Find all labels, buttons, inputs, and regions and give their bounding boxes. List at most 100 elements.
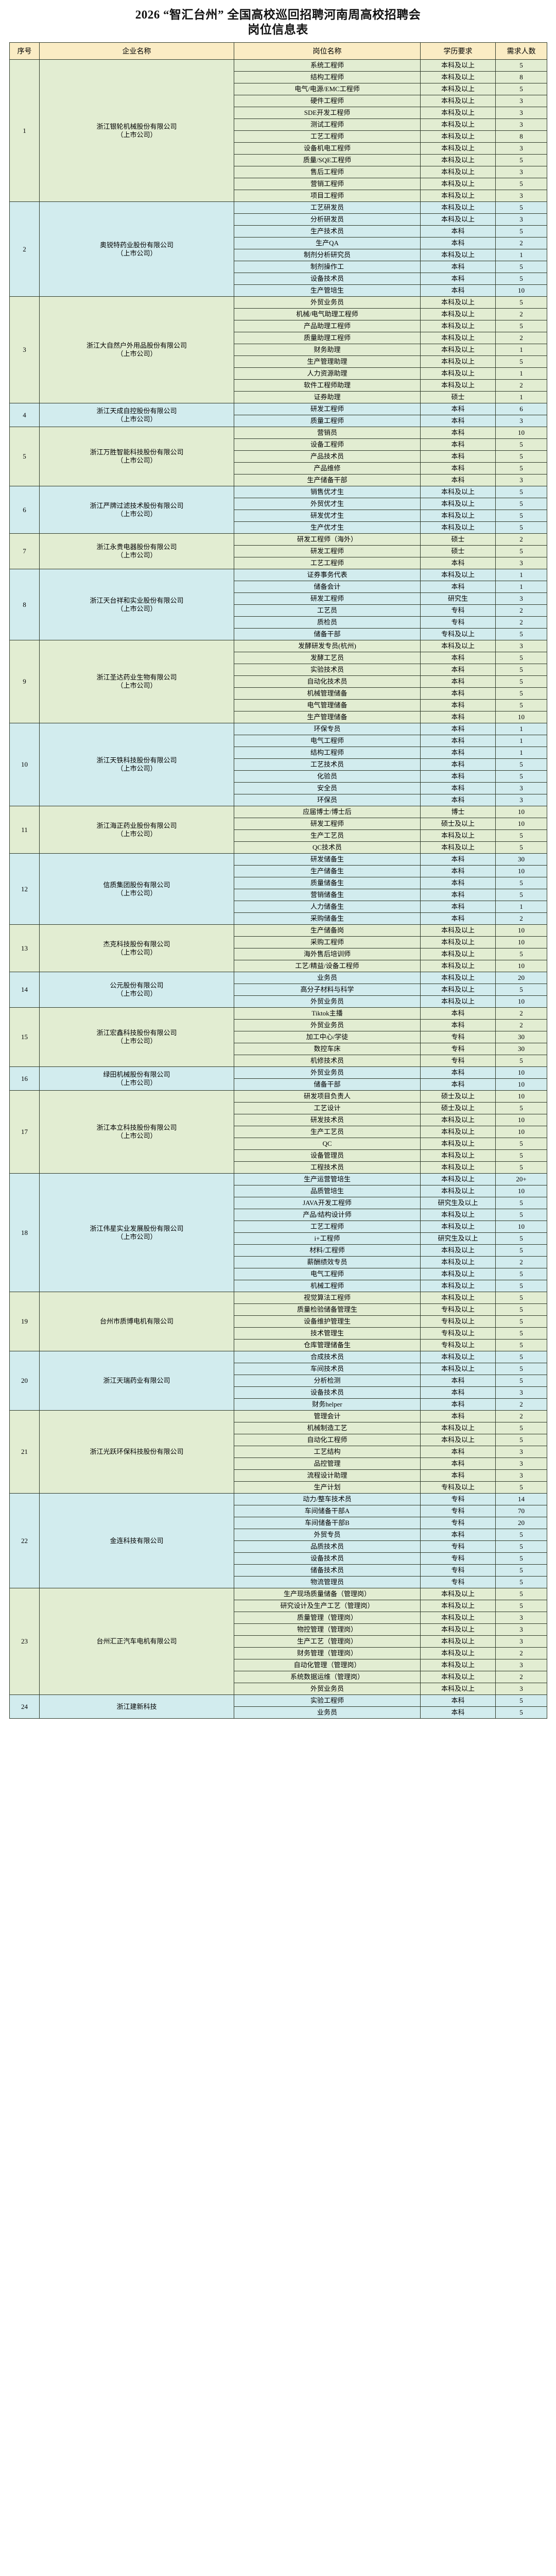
education-requirement-cell: 专科 bbox=[420, 1564, 496, 1577]
headcount-cell: 3 bbox=[495, 107, 547, 119]
headcount-cell: 8 bbox=[495, 71, 547, 83]
position-name-cell: 结构工程师 bbox=[234, 71, 421, 83]
education-requirement-cell: 本科及以上 bbox=[420, 1612, 496, 1624]
headcount-cell: 10 bbox=[495, 924, 547, 937]
position-name-cell: 产品助理工程师 bbox=[234, 320, 421, 332]
company-listed-tag: （上市公司） bbox=[116, 249, 157, 257]
position-name-cell: 财务helper bbox=[234, 1398, 421, 1411]
row-index-cell: 10 bbox=[9, 723, 40, 806]
headcount-cell: 20+ bbox=[495, 1173, 547, 1185]
position-name-cell: 设备技术员 bbox=[234, 1386, 421, 1399]
headcount-cell: 5 bbox=[495, 675, 547, 688]
education-requirement-cell: 本科及以上 bbox=[420, 1173, 496, 1185]
position-name-cell: 设备技术员 bbox=[234, 1552, 421, 1565]
table-row: 工艺工程师 本科及以上 10 bbox=[10, 1221, 547, 1233]
headcount-cell: 1 bbox=[495, 735, 547, 747]
education-requirement-cell: 本科及以上 bbox=[420, 355, 496, 368]
headcount-cell: 5 bbox=[495, 652, 547, 664]
headcount-cell: 2 bbox=[495, 616, 547, 629]
education-requirement-cell: 硕士 bbox=[420, 533, 496, 546]
company-name-cell: 浙江永贵电器股份有限公司 （上市公司） bbox=[39, 533, 234, 569]
position-name-cell: 研发工程师（海外） bbox=[234, 533, 421, 546]
table-row: 数控车床 专科 30 bbox=[10, 1043, 547, 1055]
position-name-cell: 实验工程师 bbox=[234, 1694, 421, 1707]
education-requirement-cell: 本科 bbox=[420, 675, 496, 688]
position-name-cell: 合成技术员 bbox=[234, 1351, 421, 1363]
row-index-cell: 4 bbox=[9, 403, 40, 427]
table-row: 安全员 本科 3 bbox=[10, 782, 547, 794]
position-name-cell: 机械管理储备 bbox=[234, 687, 421, 700]
row-index-cell: 8 bbox=[9, 569, 40, 640]
position-name-cell: 工艺工程师 bbox=[234, 1221, 421, 1233]
company-name: 浙江永贵电器股份有限公司 bbox=[96, 543, 177, 551]
table-row: 工艺技术员 本科 5 bbox=[10, 758, 547, 771]
table-row: 10 浙江天铁科技股份有限公司 （上市公司） 环保专员 本科 1 bbox=[9, 723, 547, 806]
company-name-cell: 台州市质博电机有限公司 bbox=[39, 1292, 234, 1351]
position-name-cell: 储备会计 bbox=[234, 581, 421, 593]
education-requirement-cell: 专科及以上 bbox=[420, 628, 496, 640]
education-requirement-cell: 本科及以上 bbox=[420, 924, 496, 937]
headcount-cell: 5 bbox=[495, 1315, 547, 1328]
education-requirement-cell: 本科 bbox=[420, 1446, 496, 1458]
company-name-cell: 浙江圣达药业生物有限公司 （上市公司） bbox=[39, 640, 234, 723]
headcount-cell: 5 bbox=[495, 1339, 547, 1351]
job-listing-sheet: 2026 “智汇台州” 全国高校巡回招聘河南周高校招聘会 岗位信息表 序号 企业… bbox=[9, 8, 547, 1719]
position-name-cell: 工艺结构 bbox=[234, 1446, 421, 1458]
education-requirement-cell: 本科及以上 bbox=[420, 71, 496, 83]
position-name-cell: 自动化工程师 bbox=[234, 1434, 421, 1446]
headcount-cell: 5 bbox=[495, 1600, 547, 1612]
table-row: 外贸业务员 本科及以上 10 bbox=[10, 995, 547, 1008]
company-listed-tag: （上市公司） bbox=[116, 551, 157, 559]
education-requirement-cell: 专科 bbox=[420, 1493, 496, 1505]
column-header-index: 序号 bbox=[9, 42, 40, 60]
table-row: 21 浙江光跃环保科技股份有限公司 管理会计 本科 2 bbox=[9, 1410, 547, 1494]
position-name-cell: 测试工程师 bbox=[234, 118, 421, 131]
education-requirement-cell: 本科 bbox=[420, 450, 496, 463]
company-name-cell: 浙江天铁科技股份有限公司 （上市公司） bbox=[39, 723, 234, 806]
company-name: 浙江万胜智能科技股份有限公司 bbox=[90, 448, 184, 456]
company-name: 杰克科技股份有限公司 bbox=[103, 940, 170, 948]
education-requirement-cell: 本科及以上 bbox=[420, 1683, 496, 1695]
headcount-cell: 2 bbox=[495, 308, 547, 320]
table-row: 17 浙江本立科技股份有限公司 （上市公司） 研发项目负责人 硕士及以上 10 bbox=[9, 1090, 547, 1174]
education-requirement-cell: 硕士 bbox=[420, 545, 496, 557]
education-requirement-cell: 本科及以上 bbox=[420, 83, 496, 95]
position-name-cell: 发酵工艺员 bbox=[234, 652, 421, 664]
position-name-cell: 研发工程师 bbox=[234, 403, 421, 415]
position-name-cell: 结构工程师 bbox=[234, 747, 421, 759]
table-row: 品质管培生 本科及以上 10 bbox=[10, 1185, 547, 1197]
education-requirement-cell: 本科及以上 bbox=[420, 841, 496, 854]
education-requirement-cell: 本科 bbox=[420, 284, 496, 297]
company-name-cell: 浙江银轮机械股份有限公司 （上市公司） bbox=[39, 59, 234, 202]
education-requirement-cell: 本科及以上 bbox=[420, 1647, 496, 1659]
table-row: 车间技术员 本科及以上 5 bbox=[10, 1363, 547, 1375]
table-row: 海外售后培训师 本科及以上 5 bbox=[10, 948, 547, 960]
position-name-cell: 研发工程师 bbox=[234, 818, 421, 830]
headcount-cell: 10 bbox=[495, 865, 547, 877]
position-name-cell: 生产管理储备 bbox=[234, 711, 421, 723]
table-row: 生产储备生 本科 10 bbox=[10, 865, 547, 877]
headcount-cell: 10 bbox=[495, 1185, 547, 1197]
row-index-cell: 20 bbox=[9, 1351, 40, 1411]
education-requirement-cell: 本科及以上 bbox=[420, 1623, 496, 1636]
position-name-cell: 品控管理 bbox=[234, 1458, 421, 1470]
position-name-cell: 采购储备生 bbox=[234, 912, 421, 925]
education-requirement-cell: 本科 bbox=[420, 711, 496, 723]
headcount-cell: 5 bbox=[495, 1303, 547, 1316]
row-index-cell: 3 bbox=[9, 296, 40, 403]
headcount-cell: 2 bbox=[495, 533, 547, 546]
company-name-cell: 信质集团股份有限公司 （上市公司） bbox=[39, 853, 234, 925]
position-name-cell: 工艺/精益/设备工程师 bbox=[234, 960, 421, 972]
table-row: 生产计划 专科及以上 5 bbox=[10, 1481, 547, 1494]
position-name-cell: SDE开发工程师 bbox=[234, 107, 421, 119]
headcount-cell: 1 bbox=[495, 747, 547, 759]
table-row: 工艺员 专科 2 bbox=[10, 604, 547, 617]
table-row: 储备干部 专科及以上 5 bbox=[10, 628, 547, 640]
headcount-cell: 5 bbox=[495, 984, 547, 996]
table-row: 电气工程师 本科 1 bbox=[10, 735, 547, 747]
education-requirement-cell: 专科 bbox=[420, 1517, 496, 1529]
education-requirement-cell: 本科及以上 bbox=[420, 1149, 496, 1162]
headcount-cell: 3 bbox=[495, 190, 547, 202]
table-row: 18 浙江伟星实业发展股份有限公司 （上市公司） 生产运营管培生 本科及以上 20+ bbox=[9, 1173, 547, 1292]
education-requirement-cell: 本科及以上 bbox=[420, 296, 496, 309]
